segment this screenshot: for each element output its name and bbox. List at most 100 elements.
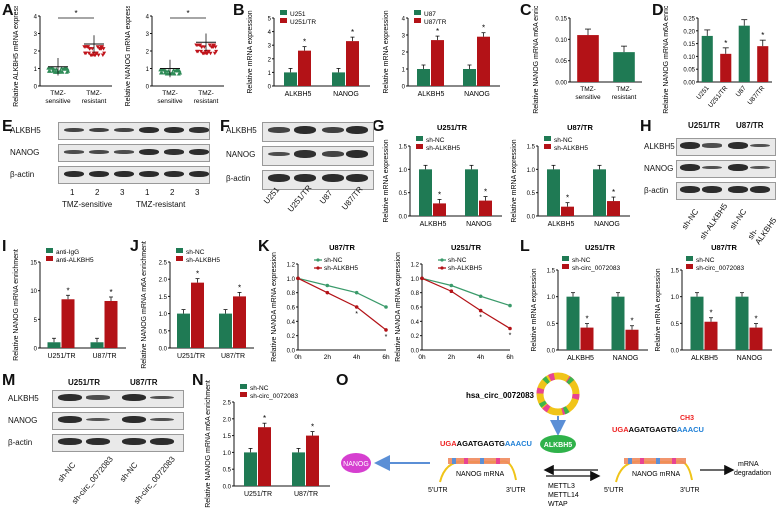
blot-band [189,127,209,133]
chart-title: U87/TR [567,123,593,132]
y-tick-label: 0.2 [411,334,420,340]
bar [704,321,718,350]
data-point [199,45,204,49]
blot-strip [58,122,210,140]
bar [219,313,232,348]
blot-band [89,127,109,133]
x-tick-label: 2h [324,354,332,361]
blot-band [86,395,110,400]
bar [431,40,444,86]
data-point [508,326,512,331]
blot-band [89,150,109,154]
group-label: U251/TR [68,378,101,387]
y-tick-label: 1.0 [527,168,536,174]
y-axis-label: Relative NANOG mRNA enrichment [13,249,20,361]
y-tick-label: 0.5 [159,329,168,335]
y-tick-label: 5 [268,17,272,23]
significance-star: * [612,188,615,197]
panel-letter-n: N [192,372,204,389]
data-point [209,45,214,49]
data-point [66,69,71,73]
lane-label: 3 [120,188,125,197]
lane-label: 1 [145,188,150,197]
y-tick-label: 2 [402,51,406,57]
y-tick-label: 1 [268,71,272,77]
y-tick-label: 0.00 [683,81,695,87]
panel-letter-e: E [2,118,13,135]
blot-band [680,142,700,149]
x-tick-label: U87/TR [92,353,116,360]
legend-label: sh-circ_0072083 [250,393,298,400]
data-point [94,51,99,56]
data-point [296,276,300,281]
significance-star: * [196,270,199,279]
y-axis-label: Relative mRNA expression [655,268,662,351]
blot-band [114,127,134,133]
group-label: TMZ-sensitive [62,200,113,209]
lane-label: 2 [170,188,175,197]
y-tick-label: 0.0 [527,215,536,221]
alkbh5-node [540,435,576,453]
chart-a-nanog: 0 1 2 3 4 Relative NANOG mRNA expression TMZ-s… [125,6,224,106]
legend-label: anti-ALKBH5 [56,257,94,264]
y-tick-label: 10 [30,289,37,295]
y-tick-label: 0.0 [671,349,680,355]
y-tick-label: 0.00 [555,81,567,87]
y-tick-label: 1.5 [547,269,556,275]
significance-star: * [509,333,512,340]
data-point [87,51,92,56]
chart-a-alkbh5: 0 1 2 3 4 Relative ALKBH5 mRNA expression TMZ-… [13,6,112,107]
y-tick-label: 1.5 [399,145,408,151]
data-point [172,72,177,76]
x-tick-label: ALKBH5 [285,91,312,98]
series-line [297,277,387,331]
alkbh5-label: ALKBH5 [544,442,572,449]
bar [419,169,432,216]
blot-band [122,416,146,423]
y-tick-label: 0.5 [399,191,408,197]
legend-label: U87/TR [424,19,447,26]
y-tick-label: 4 [402,17,406,23]
significance-star: * [585,315,588,324]
y-axis-label: Relative NANOG mRNA m6A enrichment [533,6,540,114]
blot-band [680,164,700,171]
significance-star: * [630,317,633,326]
utr5-label: 5'UTR [428,487,448,494]
y-tick-label: 0.0 [411,349,420,355]
bar [332,72,345,86]
legend-label: sh-NC [696,257,715,264]
blot-row-label: NANOG [8,416,38,425]
y-tick-label: 15 [30,261,37,267]
legend-swatch [46,256,53,261]
data-point [178,71,183,75]
data-point [478,308,483,313]
y-tick-label: 0.4 [411,320,420,326]
y-tick-label: 0.05 [683,68,695,74]
bar [607,201,620,216]
data-point [95,45,100,49]
y-tick-label: 1.5 [159,295,168,301]
data-point [102,51,107,56]
significance-star: * [109,288,112,297]
x-tick-label: TMZ- [198,90,214,97]
y-tick-label: 3 [146,32,150,38]
bar [479,200,492,216]
blot-band [64,127,84,133]
mrna-label: NANOG mRNA [632,471,681,478]
x-tick-label: TMZ- [162,90,178,97]
blot-band [64,150,84,154]
lane-label: 2 [95,188,100,197]
data-point [46,69,51,73]
bar [284,72,297,86]
data-point [91,51,96,56]
blot-band [122,438,146,445]
legend-swatch [176,248,183,253]
blot-band [164,171,184,177]
data-point [96,53,101,58]
bar [233,296,246,348]
x-tick-label: 0h [418,354,426,361]
blot-band [150,395,174,400]
y-tick-label: 4 [268,30,272,36]
y-tick-label: 0.2 [287,334,296,340]
data-point [87,47,92,51]
